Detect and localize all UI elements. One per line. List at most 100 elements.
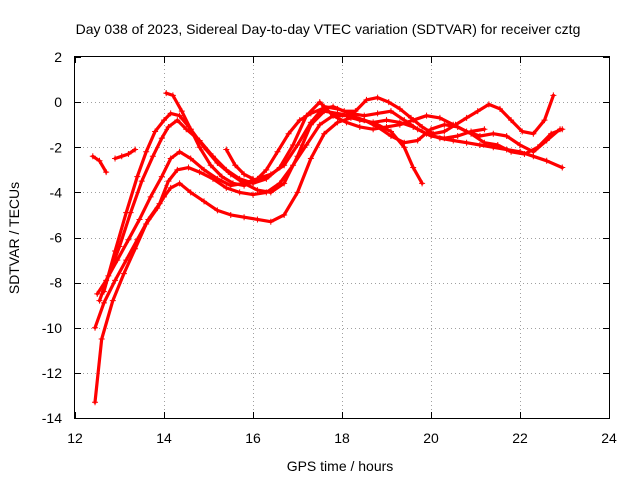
data-point-marker [227,171,234,178]
data-point-marker [387,132,394,139]
data-point-marker [250,191,256,198]
data-point-marker [125,151,132,158]
data-point-marker [441,135,448,142]
data-point-marker [541,117,548,124]
data-point-marker [250,175,256,182]
data-point-marker [176,180,183,187]
x-tick-label: 20 [423,430,439,446]
data-point-marker [241,182,248,189]
data-point-marker [341,108,348,115]
data-point-marker [167,110,174,117]
data-point-marker [267,218,274,225]
x-axis-label: GPS time / hours [287,458,394,474]
data-point-marker [550,92,557,99]
data-point-marker [352,108,359,115]
series-line [113,147,137,161]
data-point-marker [490,130,497,137]
data-point-marker [103,169,110,176]
data-point-marker [281,211,288,218]
data-point-marker [452,121,459,128]
data-point-marker [174,117,181,124]
data-point-marker [281,180,288,187]
data-point-marker [387,108,394,115]
series-trace-5 [100,108,566,295]
data-point-marker [334,110,341,117]
data-point-marker [125,236,132,243]
series-line [102,109,564,294]
data-point-marker [481,126,488,133]
ticks [75,57,610,419]
data-point-marker [517,141,523,148]
y-tick-label: -2 [50,139,63,155]
data-point-marker [419,180,426,187]
data-point-marker [423,112,430,119]
y-tick-label: -4 [50,184,63,200]
data-point-marker [254,187,261,194]
data-point-marker [474,108,481,115]
data-point-marker [414,137,421,144]
data-point-marker [263,175,270,182]
y-tick-label: 2 [54,49,62,65]
series-trace-9 [223,146,256,182]
data-point-marker [236,189,243,196]
y-tick-label: -8 [50,275,63,291]
x-tick-labels: 12 14 16 18 20 22 24 [67,430,617,446]
y-axis-label: SDTVAR / TECUs [6,182,22,294]
y-tick-label: -6 [50,230,63,246]
y-tick-label: -12 [42,365,62,381]
data-point-marker [165,178,172,185]
series-line [164,91,556,188]
data-point-marker [138,178,145,185]
series-trace-6 [163,90,557,189]
data-point-marker [290,141,297,148]
data-point-marker [214,160,221,167]
y-tick-label: -14 [42,410,62,426]
data-point-marker [430,130,437,137]
data-point-marker [176,148,183,155]
data-point-marker [316,121,323,128]
data-point-marker [534,144,541,151]
data-point-marker [374,110,381,117]
data-point-marker [374,94,381,101]
data-point-marker [229,180,236,187]
data-point-marker [147,193,154,200]
data-point-marker [361,117,368,124]
data-point-marker [441,128,448,135]
data-point-marker [201,198,208,205]
data-point-marker [454,132,461,139]
data-point-marker [174,166,181,173]
y-tick-label: 0 [54,94,62,110]
data-point-marker [187,155,194,162]
data-point-marker [185,164,192,171]
data-point-marker [410,164,417,171]
data-point-marker [307,121,314,128]
data-point-marker [370,126,377,133]
series-trace-7 [89,153,110,176]
data-point-marker [267,189,274,196]
series-line [224,147,255,181]
data-point-marker [307,110,314,117]
data-point-marker [152,128,159,135]
data-point-marker [396,121,403,128]
data-point-marker [503,132,510,139]
data-point-marker [218,173,225,180]
data-point-marker [214,207,221,214]
data-point-marker [543,157,550,164]
data-point-marker [383,117,390,124]
x-tick-label: 18 [334,430,350,446]
data-point-marker [294,153,301,160]
data-point-marker [519,128,526,135]
data-point-marker [120,270,127,277]
data-point-marker [223,184,230,191]
data-point-marker [254,216,261,223]
data-point-marker [227,211,234,218]
data-point-marker [156,200,163,207]
data-point-marker [149,153,156,160]
data-point-marker [285,130,292,137]
data-point-marker [207,162,214,169]
data-point-marker [450,137,457,144]
data-point-marker [307,155,314,162]
data-point-marker [232,162,239,169]
data-point-marker [401,139,408,146]
